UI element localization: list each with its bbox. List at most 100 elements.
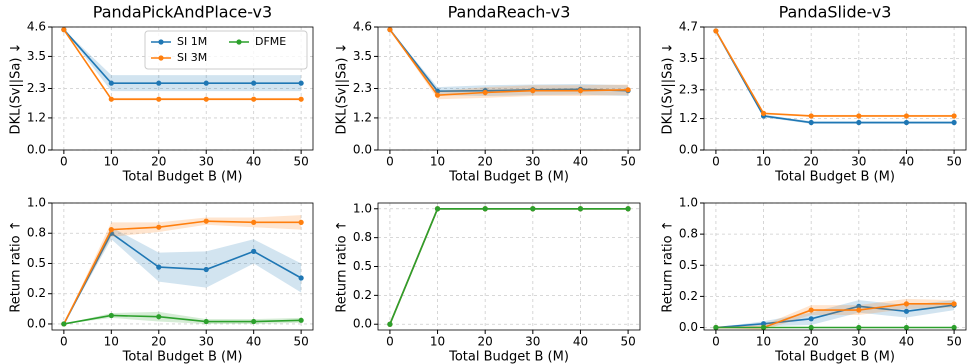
y-axis-label: DKL(Sv||Sa) ↓ <box>335 43 350 135</box>
marker <box>108 227 114 233</box>
x-tick-label: 40 <box>573 155 588 169</box>
x-tick-label: 50 <box>946 335 961 349</box>
marker <box>61 27 67 33</box>
y-tick-label: 1.2 <box>27 110 46 124</box>
x-tick-label: 50 <box>620 155 635 169</box>
y-axis-label: Return ratio ↑ <box>335 220 350 312</box>
marker <box>251 80 257 86</box>
y-axis-label: Return ratio ↑ <box>661 220 676 312</box>
marker <box>951 324 957 331</box>
y-tick-label: 1.2 <box>353 110 372 124</box>
marker <box>156 314 162 320</box>
line <box>715 30 955 124</box>
y-tick-label: 0.0 <box>679 320 698 334</box>
marker <box>808 113 814 119</box>
marker <box>387 321 393 327</box>
legend-marker <box>158 55 164 61</box>
y-tick-label: 4.7 <box>679 20 698 34</box>
x-tick-label: 0 <box>60 155 68 169</box>
marker <box>298 275 304 281</box>
marker <box>434 92 441 98</box>
y-tick-label: 1.2 <box>679 111 698 125</box>
subplot: 0.0 0.2 0.5 0.8 1.0 0 10 20 30 40 50 Total Budget B… <box>9 196 314 364</box>
marker <box>387 27 393 33</box>
subplot: 0.0 1.2 2.3 3.5 4.6 0 10 20 30 40 50 PandaPickAndPl… <box>9 3 314 185</box>
x-tick-label: 40 <box>573 335 588 349</box>
error-band <box>715 30 955 118</box>
subplot: 0.0 1.2 2.3 3.5 4.7 0 10 20 30 40 50 PandaSlide-v3 T… <box>661 3 967 185</box>
marker <box>203 80 209 86</box>
y-tick-label: 0.8 <box>679 227 698 241</box>
x-tick-label: 10 <box>756 335 771 349</box>
y-tick-label: 0.0 <box>27 143 46 157</box>
error-band <box>63 227 302 324</box>
x-tick-label: 30 <box>525 335 540 349</box>
line <box>389 207 629 325</box>
marker <box>434 206 441 212</box>
x-tick-label: 10 <box>430 335 445 349</box>
x-tick-label: 20 <box>151 155 166 169</box>
x-tick-label: 20 <box>804 155 819 169</box>
marker <box>108 96 114 102</box>
axes-frame <box>377 26 641 151</box>
marker <box>713 324 719 331</box>
x-tick-label: 40 <box>899 155 914 169</box>
y-tick-label: 0.5 <box>679 258 698 272</box>
legend-label: SI 1M <box>177 35 207 48</box>
marker <box>856 113 862 119</box>
y-axis-label: DKL(Sv||Sa) ↓ <box>9 43 24 135</box>
y-tick-label: 1.0 <box>353 201 372 215</box>
y-tick-label: 3.5 <box>679 51 698 65</box>
marker <box>298 219 304 225</box>
x-tick-label: 30 <box>851 335 866 349</box>
y-axis-label: Return ratio ↑ <box>9 220 24 312</box>
y-tick-label: 0.0 <box>353 317 372 331</box>
x-axis-label: Total Budget B (M) <box>774 170 895 185</box>
marker <box>108 312 114 319</box>
x-tick-label: 40 <box>246 155 261 169</box>
x-tick-label: 50 <box>293 335 308 349</box>
line <box>389 29 629 97</box>
marker <box>108 80 114 86</box>
marker <box>625 206 631 212</box>
y-tick-label: 2.3 <box>353 81 372 95</box>
marker <box>251 318 257 325</box>
marker <box>856 303 862 309</box>
x-tick-label: 50 <box>293 155 308 169</box>
x-axis-label: Total Budget B (M) <box>448 350 569 364</box>
marker <box>156 80 162 86</box>
y-tick-label: 4.6 <box>353 20 372 34</box>
y-tick-label: 0.0 <box>27 316 46 330</box>
marker <box>760 110 767 116</box>
y-tick-label: 0.2 <box>353 288 372 302</box>
marker <box>903 324 910 331</box>
line <box>63 314 302 325</box>
line <box>389 29 629 92</box>
y-tick-label: 0.2 <box>679 289 698 303</box>
x-tick-label: 10 <box>104 335 119 349</box>
marker <box>951 301 957 307</box>
y-tick-label: 0.0 <box>353 143 372 157</box>
line <box>63 29 302 100</box>
x-tick-label: 20 <box>478 155 493 169</box>
x-tick-label: 30 <box>199 335 214 349</box>
x-tick-label: 30 <box>525 155 540 169</box>
x-tick-label: 40 <box>246 335 261 349</box>
axes-frame <box>377 202 641 331</box>
x-tick-label: 0 <box>712 155 720 169</box>
x-tick-label: 30 <box>851 155 866 169</box>
x-axis-label: Total Budget B (M) <box>122 350 243 364</box>
y-tick-label: 0.5 <box>27 256 46 270</box>
axes-frame <box>51 202 314 331</box>
x-tick-label: 20 <box>151 335 166 349</box>
marker <box>203 96 209 102</box>
error-band <box>63 215 302 324</box>
marker <box>251 248 257 254</box>
x-axis-label: Total Budget B (M) <box>448 170 569 185</box>
x-tick-label: 40 <box>899 335 914 349</box>
marker <box>530 88 536 94</box>
marker <box>203 218 209 224</box>
error-band <box>389 29 629 100</box>
marker <box>951 113 957 119</box>
y-tick-label: 0.8 <box>353 230 372 244</box>
